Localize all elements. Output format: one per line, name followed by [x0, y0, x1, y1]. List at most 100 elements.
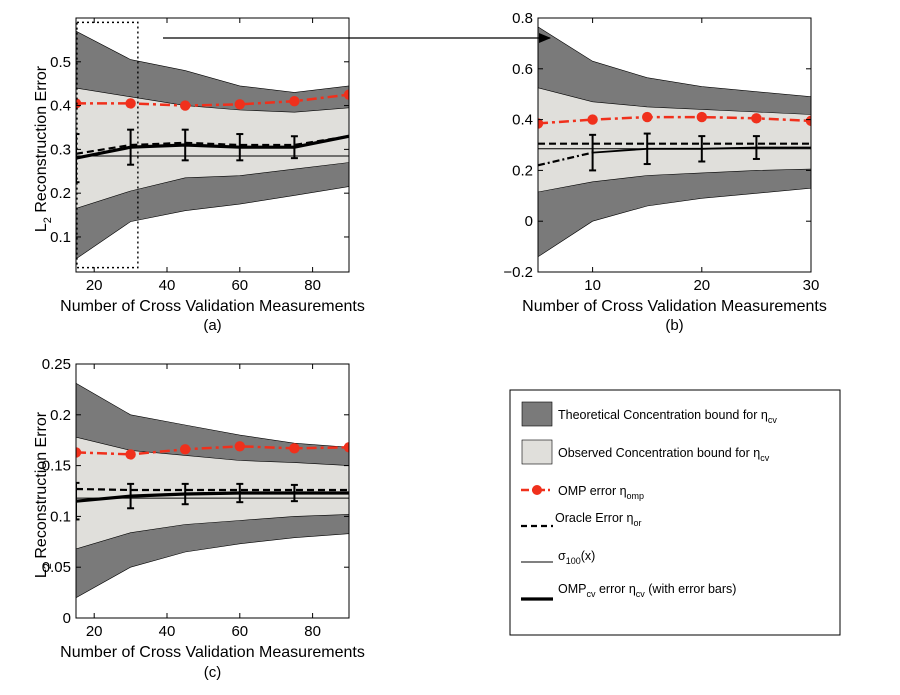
observed-lower-edge-b: [538, 168, 811, 193]
ytick-label-b-2: 0.2: [512, 162, 533, 179]
theoretical-lower-edge-c: [76, 533, 349, 598]
omp-point-c-2: [180, 444, 191, 455]
ytick-label-a-0: 0.1: [50, 229, 71, 246]
errbar-c-1: [127, 482, 135, 510]
omp-point-c-4: [289, 443, 300, 454]
legend-marker-omp: [532, 485, 542, 495]
omp-point-b-0: [538, 118, 544, 129]
theoretical-upper-edge-a: [76, 30, 349, 93]
legend-ompcv: OMPcv error ηcv (with error bars): [558, 582, 736, 599]
legend-box: [509, 389, 841, 636]
ompcv-dashdot-b: [538, 151, 593, 167]
caption-c: (c): [204, 664, 222, 681]
xtick-label-a-1: 40: [159, 277, 176, 294]
xtick-label-a-0: 20: [86, 277, 103, 294]
legend-swatch-theoretical: [521, 401, 553, 427]
ylabel-c: L2 Reconstruction Error: [33, 411, 54, 578]
xtick-label-b-0: 10: [584, 277, 601, 294]
legend-omp: OMP error ηomp: [558, 484, 644, 501]
legend-theoretical: Theoretical Concentration bound for ηcv: [558, 408, 777, 425]
omp-line-b: [538, 115, 811, 125]
errbar-a-2: [181, 128, 189, 162]
observed-band-a: [76, 88, 349, 209]
omp-point-c-0: [76, 447, 82, 458]
xtick-label-c-3: 80: [304, 623, 321, 640]
omp-point-a-2: [180, 100, 191, 111]
omp-line-a: [76, 93, 349, 107]
observed-band-b: [538, 87, 811, 192]
observed-upper-edge-b: [538, 87, 811, 115]
plot-area-a: [76, 30, 349, 260]
legend-sigma: σ100(x): [558, 549, 595, 566]
plot-area-b: [538, 26, 811, 258]
ytick-label-c-2: 0.1: [50, 508, 71, 525]
ylabel-a: L2 Reconstruction Error: [33, 65, 54, 232]
omp-line-c: [76, 445, 349, 456]
omp-point-a-5: [343, 89, 349, 100]
xtick-label-c-0: 20: [86, 623, 103, 640]
caption-a: (a): [203, 317, 221, 334]
xtick-label-c-1: 40: [159, 623, 176, 640]
theoretical-upper-edge-b: [538, 26, 811, 97]
errbar-a-1: [127, 128, 135, 166]
caption-b: (b): [665, 317, 683, 334]
xlabel-b: Number of Cross Validation Measurements: [522, 298, 827, 315]
errbar-a-3: [236, 133, 244, 162]
ytick-label-c-0: 0: [63, 610, 71, 627]
xtick-label-b-1: 20: [693, 277, 710, 294]
errbar-c-3: [236, 482, 244, 504]
legend: Theoretical Concentration bound for ηcv …: [509, 389, 841, 636]
ytick-label-b-5: 0.8: [512, 10, 533, 27]
panel-a: 20 40 60 80 0.1 0.2 0.3 0.4 0.5 Number of Cross V…: [33, 17, 365, 334]
theoretical-upper-edge-c: [76, 383, 349, 448]
ompcv-line-c: [76, 491, 349, 503]
zoom-box-a: [76, 21, 139, 269]
omp-point-c-1: [125, 449, 136, 460]
errbar-b-2: [643, 132, 651, 166]
oracle-line-a: [76, 135, 349, 155]
omp-point-b-4: [751, 113, 762, 124]
ytick-label-b-3: 0.4: [512, 112, 533, 129]
panel-c: 20 40 60 80 0 0.05 0.1 0.15 0.2 0.25 Number of Cro…: [33, 356, 365, 681]
errbar-a-0: [76, 133, 80, 184]
omp-point-b-5: [805, 115, 811, 127]
errbar-c-4: [290, 483, 298, 503]
errbar-c-0: [76, 481, 80, 521]
legend-oracle: Oracle Error ηor: [555, 511, 642, 528]
axes-frame-a: [75, 17, 350, 273]
ytick-label-a-1: 0.2: [50, 185, 71, 202]
plot-area-c: [76, 383, 349, 598]
ytick-label-a-2: 0.3: [50, 141, 71, 158]
omp-point-c-5: [343, 442, 349, 453]
ytick-label-c-5: 0.25: [42, 356, 71, 373]
omp-point-b-2: [642, 111, 653, 123]
oracle-line-c: [76, 487, 349, 492]
legend-observed: Observed Concentration bound for ηcv: [558, 446, 770, 463]
axes-frame-c: [75, 363, 350, 619]
ytick-label-b-1: 0: [525, 213, 533, 230]
errbar-c-2: [181, 482, 189, 506]
theoretical-lower-edge-b: [538, 187, 811, 258]
axes-frame-b: [537, 17, 812, 273]
legend-swatch-observed: [521, 439, 553, 465]
ytick-label-b-4: 0.6: [512, 61, 533, 78]
xtick-label-a-2: 60: [231, 277, 248, 294]
ytick-label-a-4: 0.5: [50, 54, 71, 71]
omp-point-c-3: [234, 441, 245, 452]
errbar-b-4: [752, 135, 760, 160]
observed-lower-edge-c: [76, 514, 349, 550]
observed-lower-edge-a: [76, 162, 349, 209]
xtick-label-a-3: 80: [304, 277, 321, 294]
observed-upper-edge-a: [76, 87, 349, 113]
omp-point-a-3: [234, 99, 245, 110]
xlabel-a: Number of Cross Validation Measurements: [60, 298, 365, 315]
errbar-b-1: [589, 133, 597, 172]
omp-point-b-1: [587, 114, 598, 125]
xlabel-c: Number of Cross Validation Measurements: [60, 644, 365, 661]
omp-point-b-3: [696, 111, 707, 123]
xtick-label-b-2: 30: [803, 277, 820, 294]
panel-b: 10 20 30 −0.2 0 0.2 0.4 0.6 0.8 Number of Cross V…: [503, 10, 826, 334]
errbar-b-3: [698, 135, 706, 163]
ytick-label-b-0: −0.2: [503, 264, 533, 281]
